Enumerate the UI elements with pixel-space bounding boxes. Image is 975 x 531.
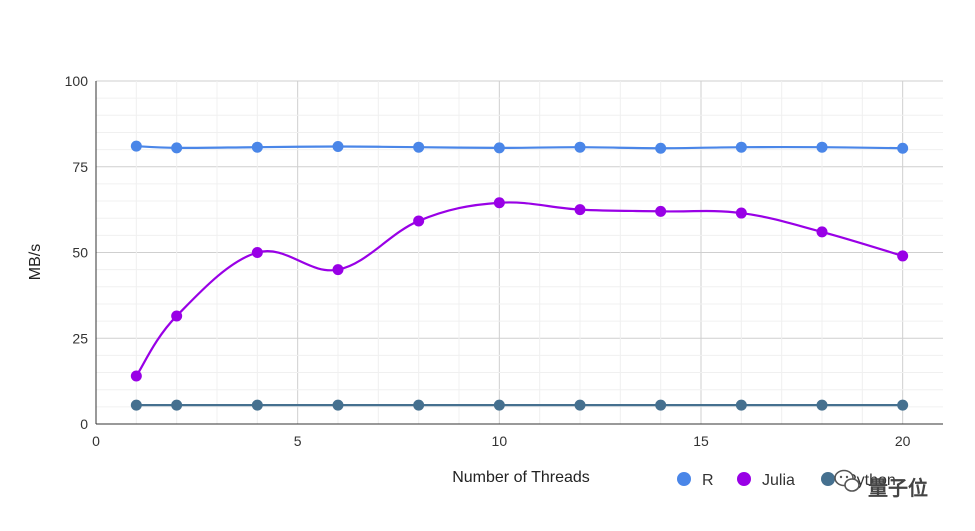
watermark-text: 量子位: [868, 476, 928, 500]
data-point: [655, 399, 667, 411]
data-point: [897, 142, 909, 154]
data-point: [735, 207, 747, 219]
x-tick-label: 0: [92, 433, 100, 449]
data-point: [171, 310, 183, 322]
data-point: [251, 141, 263, 153]
data-point: [332, 264, 344, 276]
data-point: [655, 142, 667, 154]
legend-marker: [821, 472, 835, 486]
y-tick-label: 25: [72, 330, 88, 346]
x-tick-label: 10: [492, 433, 508, 449]
data-point: [574, 204, 586, 216]
data-point: [493, 399, 505, 411]
data-point: [655, 205, 667, 217]
data-point: [816, 226, 828, 238]
legend-marker: [677, 472, 691, 486]
data-point: [130, 399, 142, 411]
data-point: [493, 142, 505, 154]
data-point: [816, 399, 828, 411]
data-point: [332, 141, 344, 153]
x-tick-label: 20: [895, 433, 911, 449]
data-point: [413, 399, 425, 411]
legend-label: Julia: [762, 472, 795, 489]
grid: [96, 80, 943, 424]
x-tick-label: 15: [693, 433, 709, 449]
x-axis-title: Number of Threads: [452, 469, 590, 486]
legend-item-julia: Julia: [737, 472, 795, 489]
data-point: [413, 215, 425, 227]
series-line: [135, 201, 903, 377]
data-point: [574, 399, 586, 411]
legend: R Julia Python: [677, 472, 896, 489]
data-point: [413, 141, 425, 153]
data-point: [171, 142, 183, 154]
y-tick-label: 75: [72, 159, 88, 175]
series-group: [130, 140, 909, 411]
series-line: [136, 145, 903, 150]
data-point: [171, 399, 183, 411]
data-point: [130, 140, 142, 152]
axes: [95, 81, 943, 425]
legend-label: R: [702, 472, 714, 489]
data-point: [897, 250, 909, 262]
data-point: [251, 399, 263, 411]
watermark: 量子位: [834, 469, 928, 500]
legend-marker: [737, 472, 751, 486]
series-r: [130, 140, 909, 154]
data-point: [493, 197, 505, 209]
y-tick-label: 50: [72, 245, 88, 261]
series-julia: [130, 197, 909, 382]
y-tick-label: 100: [65, 73, 89, 89]
data-point: [735, 399, 747, 411]
data-point: [897, 399, 909, 411]
data-point: [251, 247, 263, 258]
data-point: [332, 399, 344, 411]
x-tick-label: 5: [294, 433, 302, 449]
data-point: [816, 141, 828, 153]
y-axis-title: MB/s: [27, 244, 44, 280]
wechat-icon: [834, 469, 860, 492]
data-point: [574, 141, 586, 153]
legend-item-r: R: [677, 472, 714, 489]
ticks: 0 25 50 75 100 0 5 10 15 20: [65, 73, 911, 449]
y-tick-label: 0: [80, 416, 88, 432]
data-point: [130, 370, 142, 382]
series-python: [130, 399, 909, 411]
data-point: [735, 141, 747, 153]
